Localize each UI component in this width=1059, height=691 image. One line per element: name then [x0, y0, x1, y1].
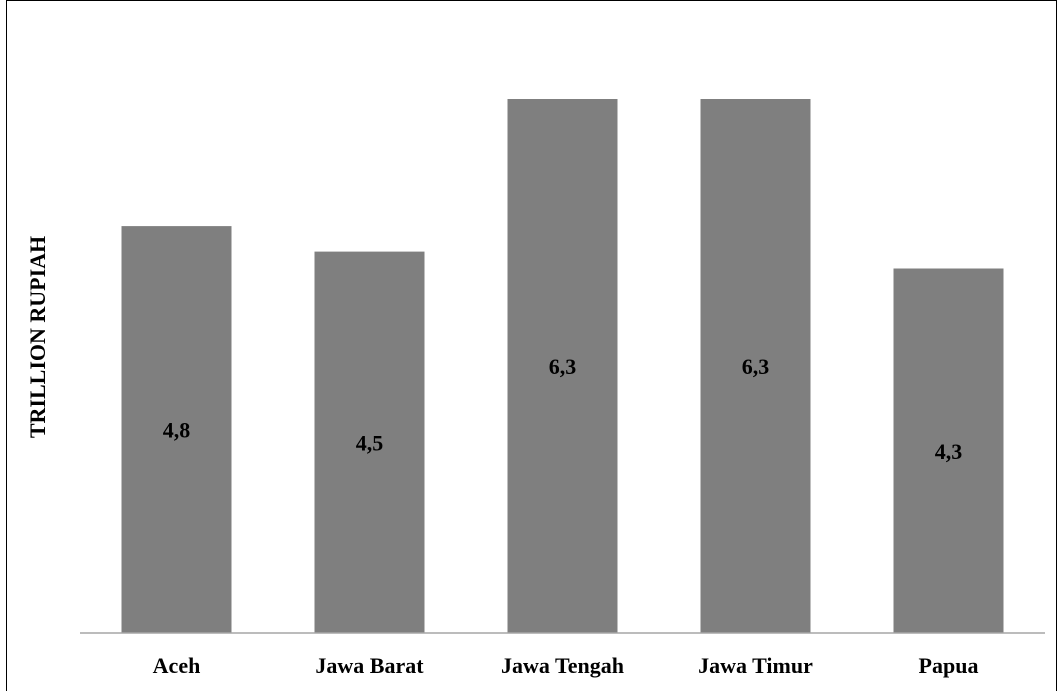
- bar-jawa-timur: [700, 99, 811, 633]
- data-label-aceh: 4,8: [163, 418, 191, 443]
- data-labels: 4,8 4,5 6,3 6,3 4,3: [163, 354, 963, 464]
- data-label-papua: 4,3: [935, 439, 963, 464]
- bars-group: [121, 99, 1004, 633]
- data-label-jawa-timur: 6,3: [742, 354, 770, 379]
- bar-jawa-tengah: [507, 99, 618, 633]
- bar-aceh: [121, 226, 232, 633]
- bar-jawa-barat: [314, 251, 425, 633]
- x-tick-labels: Aceh Jawa Barat Jawa Tengah Jawa Timur Papua: [153, 653, 979, 678]
- x-tick-label-jawa-tengah: Jawa Tengah: [501, 653, 624, 678]
- bar-papua: [893, 268, 1004, 633]
- y-axis-label: TRILLION RUPIAH: [25, 236, 50, 438]
- x-tick-label-jawa-timur: Jawa Timur: [698, 653, 813, 678]
- x-tick-label-jawa-barat: Jawa Barat: [315, 653, 424, 678]
- x-tick-label-papua: Papua: [919, 653, 979, 678]
- data-label-jawa-tengah: 6,3: [549, 354, 577, 379]
- data-label-jawa-barat: 4,5: [356, 430, 384, 455]
- x-tick-label-aceh: Aceh: [153, 653, 201, 678]
